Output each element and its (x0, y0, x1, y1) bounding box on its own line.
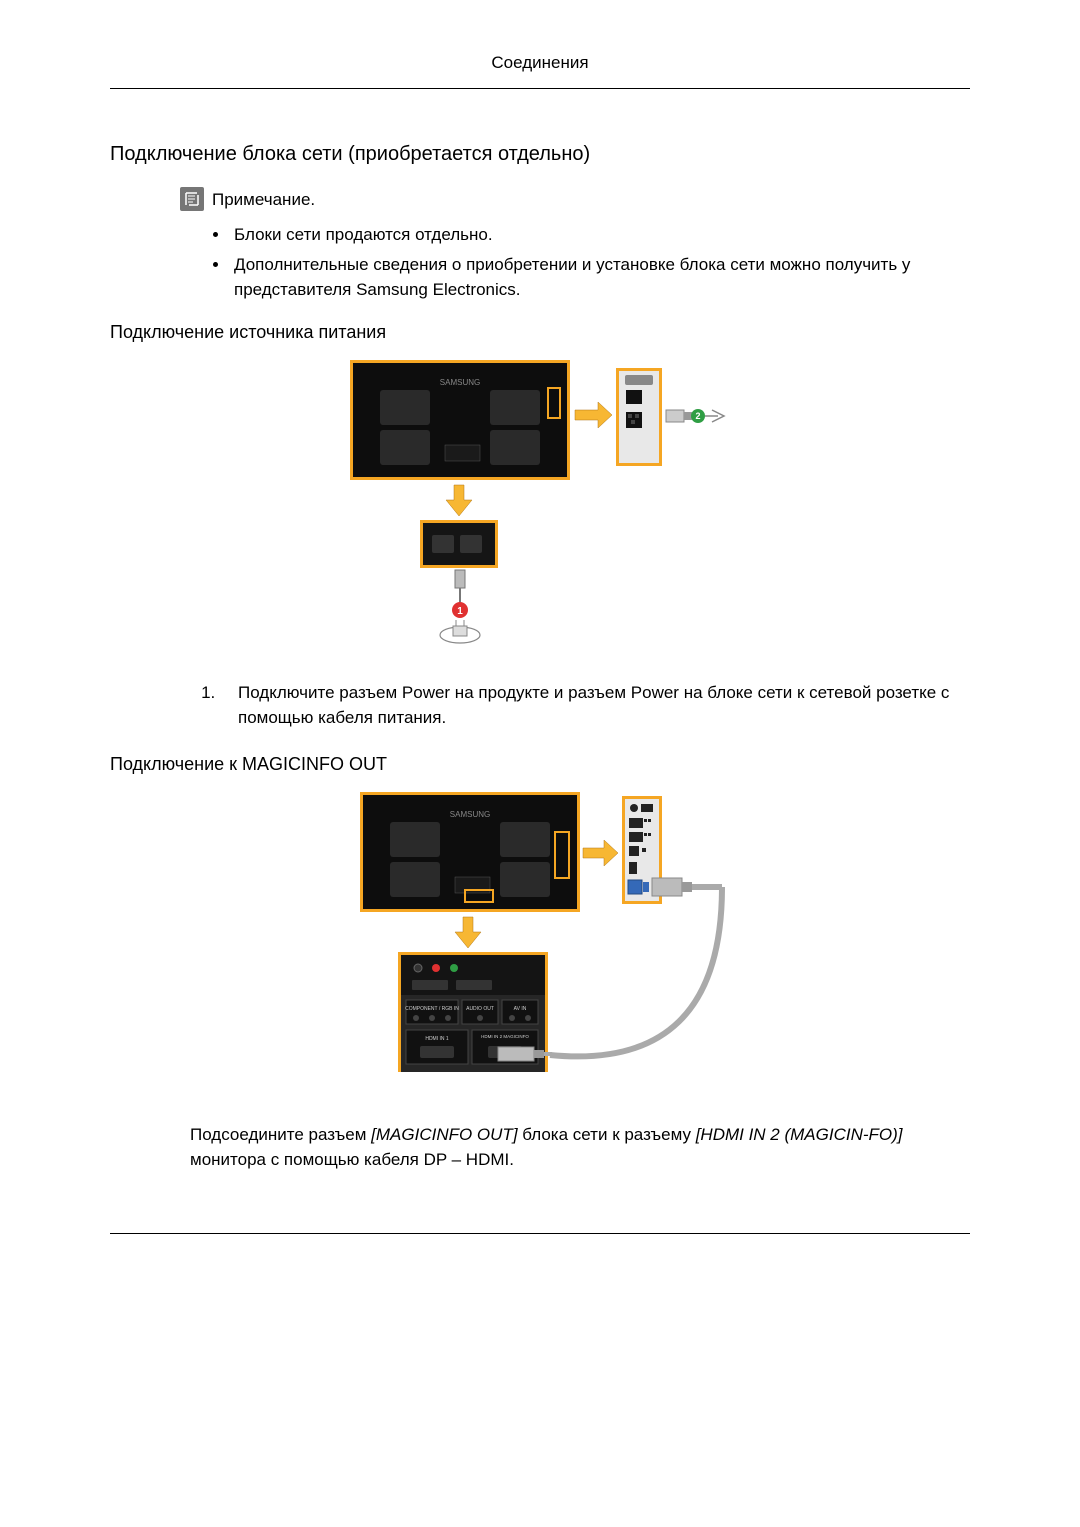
figure-magicinfo: SAMSUNG (110, 792, 970, 1102)
bullet-item: Дополнительные сведения о приобретении и… (230, 252, 970, 303)
arrow-right-icon (575, 402, 612, 428)
note-icon (180, 187, 204, 211)
subsection-heading-power: Подключение источника питания (110, 319, 970, 346)
ground-plug-icon: 1 (440, 570, 480, 643)
figure-power: SAMSUNG 2 (110, 360, 970, 660)
svg-text:2: 2 (695, 411, 700, 421)
footer-rule (110, 1233, 970, 1234)
svg-text:AUDIO OUT: AUDIO OUT (466, 1006, 494, 1012)
note-bullets: Блоки сети продаются отдельно. Дополните… (230, 222, 970, 303)
svg-text:AV IN: AV IN (514, 1006, 527, 1012)
svg-text:1: 1 (457, 606, 463, 617)
arrow-down-icon (446, 485, 472, 516)
arrow-down-icon (455, 917, 481, 948)
step-item: Подключите разъем Power на продукте и ра… (220, 680, 970, 731)
power-steps: Подключите разъем Power на продукте и ра… (220, 680, 970, 731)
bullet-item: Блоки сети продаются отдельно. (230, 222, 970, 248)
page-header: Соединения (110, 50, 970, 89)
power-plug-icon: 2 (666, 409, 724, 423)
subsection-heading-magicinfo: Подключение к MAGICINFO OUT (110, 751, 970, 778)
note-row: Примечание. (180, 187, 970, 213)
magicinfo-paragraph: Подсоедините разъем [MAGICINFO OUT] блок… (190, 1122, 970, 1173)
svg-text:SAMSUNG: SAMSUNG (450, 810, 490, 819)
arrow-right-icon (583, 840, 618, 866)
section-heading-network-box: Подключение блока сети (приобретается от… (110, 139, 970, 169)
svg-text:HDMI IN 1: HDMI IN 1 (425, 1036, 449, 1042)
svg-text:COMPONENT / RGB IN: COMPONENT / RGB IN (405, 1006, 459, 1012)
svg-text:HDMI IN 2 MAGICINFO: HDMI IN 2 MAGICINFO (481, 1034, 529, 1039)
note-label: Примечание. (212, 187, 315, 213)
svg-text:SAMSUNG: SAMSUNG (440, 378, 480, 387)
